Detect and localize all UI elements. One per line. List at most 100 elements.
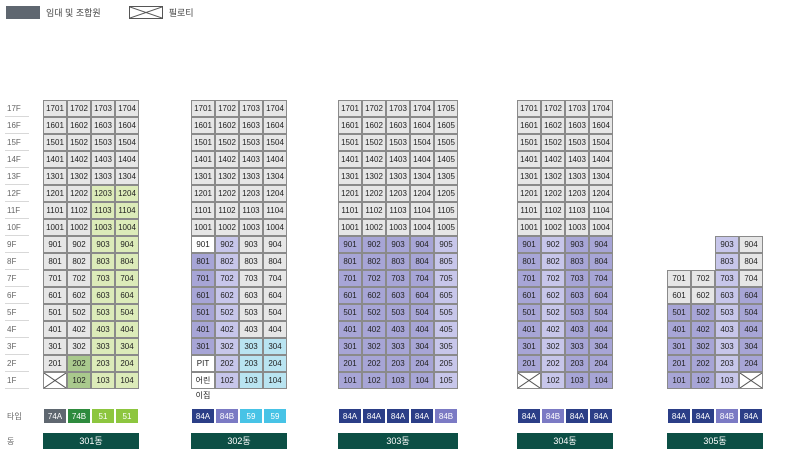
unit-cell: 302: [691, 338, 715, 355]
unit-cell: 1602: [67, 117, 91, 134]
unit-cell: 1102: [541, 202, 565, 219]
unit-cell: 1401: [517, 151, 541, 168]
unit-cell: 1502: [541, 134, 565, 151]
floor-label: 1F: [7, 376, 17, 385]
unit-cell: 505: [434, 304, 458, 321]
unit-cell: 1203: [91, 185, 115, 202]
unit-cell: 1401: [338, 151, 362, 168]
unit-cell: 503: [239, 304, 263, 321]
unit-cell: 1405: [434, 151, 458, 168]
piloti-cell: [43, 372, 67, 389]
unit-cell: 1403: [386, 151, 410, 168]
unit-cell: 302: [541, 338, 565, 355]
unit-cell: 801: [338, 253, 362, 270]
unit-cell: 1101: [517, 202, 541, 219]
unit-cell: 1201: [517, 185, 541, 202]
unit-cell: 201: [43, 355, 67, 372]
unit-cell: 1503: [239, 134, 263, 151]
floor-divider: [5, 286, 29, 287]
unit-cell: 1402: [215, 151, 239, 168]
floor-divider: [5, 201, 29, 202]
unit-cell: 1704: [263, 100, 287, 117]
unit-cell: 904: [739, 236, 763, 253]
unit-cell: 1502: [215, 134, 239, 151]
unit-cell: 802: [215, 253, 239, 270]
unit-cell: 1701: [43, 100, 67, 117]
unit-cell: 1304: [263, 168, 287, 185]
unit-cell: 1603: [565, 117, 589, 134]
building-name-bar: 301동: [43, 433, 139, 449]
unit-cell: 1404: [115, 151, 139, 168]
unit-cell: 504: [589, 304, 613, 321]
floor-label: 5F: [7, 308, 17, 317]
unit-cell: 1602: [215, 117, 239, 134]
unit-cell: 1504: [589, 134, 613, 151]
unit-cell: 202: [362, 355, 386, 372]
unit-cell: 1704: [115, 100, 139, 117]
unit-cell: 404: [410, 321, 434, 338]
floor-divider: [5, 252, 29, 253]
unit-cell: 302: [67, 338, 91, 355]
floor-divider: [5, 218, 29, 219]
unit-cell: 1202: [541, 185, 565, 202]
unit-cell: 303: [239, 338, 263, 355]
unit-cell: 1303: [91, 168, 115, 185]
unit-cell: 1101: [191, 202, 215, 219]
unit-cell: 1103: [239, 202, 263, 219]
unit-cell: 804: [263, 253, 287, 270]
unit-type-badge: 74B: [67, 408, 91, 424]
unit-cell: 701: [517, 270, 541, 287]
unit-cell: 401: [338, 321, 362, 338]
unit-cell: 104: [589, 372, 613, 389]
unit-cell: 304: [115, 338, 139, 355]
unit-cell: 105: [434, 372, 458, 389]
unit-cell: 1604: [263, 117, 287, 134]
unit-cell: 1204: [263, 185, 287, 202]
unit-cell: 802: [541, 253, 565, 270]
unit-cell: 1001: [338, 219, 362, 236]
unit-type-badge: 84A: [386, 408, 410, 424]
unit-cell: 1004: [115, 219, 139, 236]
floor-label: 15F: [7, 138, 21, 147]
floor-divider: [5, 337, 29, 338]
unit-cell: 104: [263, 372, 287, 389]
unit-cell: 1002: [362, 219, 386, 236]
unit-cell: 704: [410, 270, 434, 287]
unit-cell: 1301: [191, 168, 215, 185]
unit-cell: 1504: [263, 134, 287, 151]
unit-cell: 101: [338, 372, 362, 389]
unit-cell: 903: [239, 236, 263, 253]
unit-cell: 1005: [434, 219, 458, 236]
unit-cell: 203: [239, 355, 263, 372]
unit-cell: 904: [410, 236, 434, 253]
unit-cell: 601: [338, 287, 362, 304]
unit-cell: 1201: [191, 185, 215, 202]
unit-cell: 1203: [565, 185, 589, 202]
unit-type-badge: 84B: [215, 408, 239, 424]
unit-cell: 204: [263, 355, 287, 372]
unit-cell: 1201: [43, 185, 67, 202]
unit-type-badge: 84A: [410, 408, 434, 424]
unit-cell: 704: [589, 270, 613, 287]
unit-cell: 503: [386, 304, 410, 321]
unit-cell: 902: [215, 236, 239, 253]
unit-cell: 403: [565, 321, 589, 338]
unit-cell: 903: [715, 236, 739, 253]
unit-cell: 1604: [410, 117, 434, 134]
unit-cell: 1104: [263, 202, 287, 219]
unit-type-badge: 59: [239, 408, 263, 424]
unit-cell: 403: [91, 321, 115, 338]
unit-cell: 1001: [517, 219, 541, 236]
unit-cell: 1701: [517, 100, 541, 117]
unit-cell: 303: [565, 338, 589, 355]
unit-cell: 502: [362, 304, 386, 321]
unit-cell: 1303: [386, 168, 410, 185]
unit-cell: 103: [239, 372, 263, 389]
unit-cell: 1302: [541, 168, 565, 185]
unit-cell: 304: [589, 338, 613, 355]
unit-type-badge: 59: [263, 408, 287, 424]
unit-cell: 1003: [565, 219, 589, 236]
type-row-label: 타입: [7, 412, 22, 421]
unit-cell: 1404: [410, 151, 434, 168]
unit-cell: 205: [434, 355, 458, 372]
